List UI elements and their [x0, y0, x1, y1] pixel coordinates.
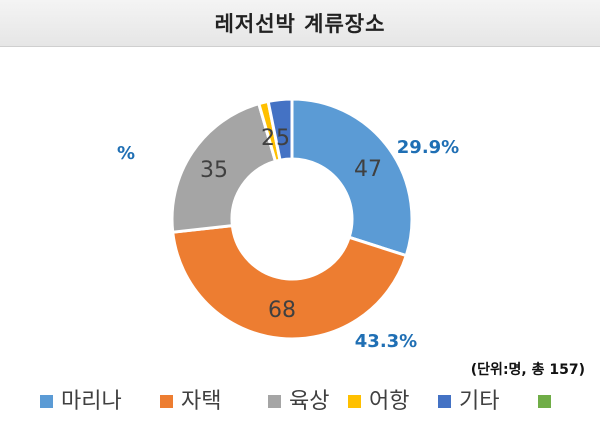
legend-swatch-2: [268, 395, 281, 408]
legend-swatch-0: [40, 395, 53, 408]
data-label-2: 35: [200, 158, 228, 183]
data-label-1: 68: [268, 298, 296, 323]
donut-slice-0: [290, 97, 414, 258]
legend-label-0: 마리나: [61, 389, 122, 414]
stray-percent-label: %: [117, 143, 135, 164]
title-bar: 레저선박 계류장소: [0, 0, 600, 47]
donut-chart: 47 68 35 2 5 29.9% 43.3%% (단위:명, 총 157) 마리나 자택 육상 어…: [40, 97, 585, 414]
data-label-4: 5: [276, 126, 290, 151]
data-label-3: 2: [261, 126, 275, 151]
donut-slice-1: [171, 223, 409, 341]
data-label-0: 47: [354, 157, 382, 182]
legend-swatch-1: [160, 395, 173, 408]
legend-label-2: 육상: [289, 389, 329, 414]
percent-label-0: 29.9%: [397, 137, 459, 158]
unit-note: (단위:명, 총 157): [471, 361, 585, 378]
legend-swatch-3: [348, 395, 361, 408]
legend-label-1: 자택: [181, 389, 221, 414]
legend-label-3: 어항: [369, 389, 409, 414]
legend-label-4: 기타: [459, 389, 499, 414]
percent-label-1: 43.3%: [355, 331, 417, 352]
chart-title: 레저선박 계류장소: [214, 12, 386, 36]
legend-swatch-5: [538, 395, 551, 408]
donut-slice-2: [170, 101, 278, 234]
legend-swatch-4: [438, 395, 451, 408]
donut-slice-4: [266, 97, 294, 162]
